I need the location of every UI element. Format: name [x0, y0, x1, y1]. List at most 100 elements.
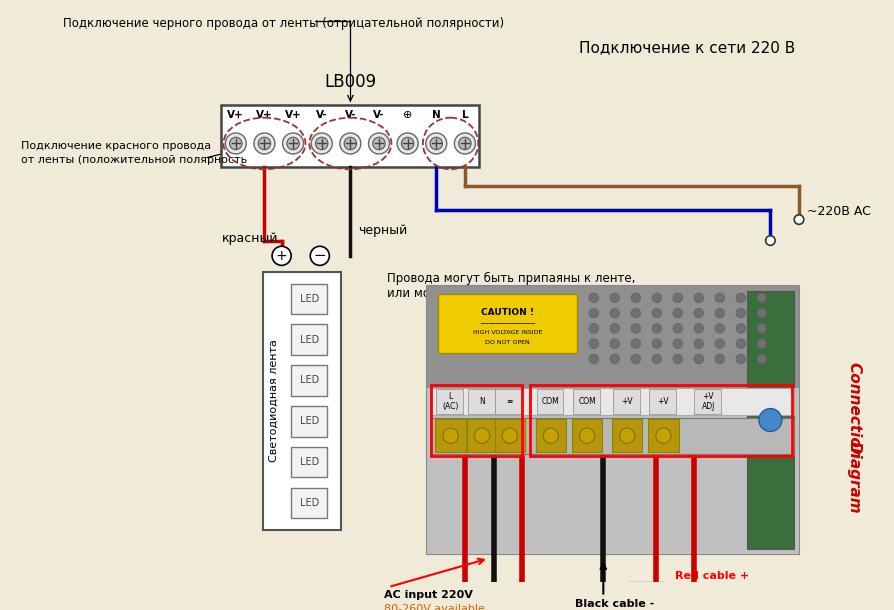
Bar: [263, 272, 341, 530]
Bar: [291, 325, 327, 355]
Circle shape: [715, 293, 724, 303]
Text: V-: V-: [316, 110, 327, 120]
Circle shape: [694, 293, 704, 303]
Text: LED: LED: [299, 294, 319, 304]
Text: COM: COM: [542, 396, 560, 406]
Bar: [291, 284, 327, 314]
Text: LED: LED: [299, 458, 319, 467]
Circle shape: [459, 137, 471, 149]
Text: V+: V+: [227, 110, 244, 120]
Bar: [494, 420, 525, 452]
Circle shape: [652, 339, 662, 348]
Circle shape: [631, 293, 640, 303]
Text: Red cable +: Red cable +: [675, 571, 749, 581]
Text: ~220В AC: ~220В AC: [806, 206, 871, 218]
Circle shape: [652, 354, 662, 364]
Circle shape: [715, 323, 724, 333]
Circle shape: [736, 308, 746, 318]
Circle shape: [589, 308, 599, 318]
Bar: [613, 389, 639, 414]
Bar: [432, 417, 794, 454]
Circle shape: [589, 339, 599, 348]
Circle shape: [694, 339, 704, 348]
Circle shape: [656, 428, 671, 443]
Circle shape: [736, 354, 746, 364]
Bar: [436, 389, 463, 414]
Text: DO NOT OPEN: DO NOT OPEN: [485, 340, 530, 345]
Bar: [648, 420, 679, 452]
Text: N: N: [479, 396, 485, 406]
Bar: [611, 420, 643, 452]
Bar: [426, 286, 799, 388]
Circle shape: [610, 354, 620, 364]
Bar: [746, 291, 794, 549]
Text: ⊕: ⊕: [403, 110, 412, 120]
Text: L: L: [461, 110, 468, 120]
Circle shape: [610, 339, 620, 348]
Text: V+: V+: [284, 110, 301, 120]
Circle shape: [340, 133, 361, 154]
Circle shape: [454, 133, 476, 154]
Circle shape: [736, 293, 746, 303]
Text: +: +: [276, 249, 288, 263]
Bar: [426, 286, 799, 554]
Bar: [694, 389, 721, 414]
Circle shape: [652, 308, 662, 318]
Circle shape: [631, 354, 640, 364]
Text: Подключение черного провода от ленты (отрицательной полярности): Подключение черного провода от ленты (от…: [63, 17, 504, 30]
Text: ≡: ≡: [507, 396, 513, 406]
Circle shape: [225, 133, 247, 154]
Text: COM: COM: [578, 396, 596, 406]
Text: AC input 220V: AC input 220V: [384, 590, 473, 600]
Bar: [572, 420, 603, 452]
Bar: [432, 388, 794, 415]
Bar: [291, 365, 327, 396]
Circle shape: [610, 323, 620, 333]
Bar: [435, 420, 466, 452]
Text: черный: черный: [358, 224, 408, 237]
Circle shape: [311, 133, 333, 154]
Circle shape: [258, 137, 271, 149]
Circle shape: [759, 409, 782, 431]
Circle shape: [757, 293, 766, 303]
Bar: [291, 488, 327, 518]
Circle shape: [373, 137, 385, 149]
Bar: [426, 388, 799, 554]
Text: или может быть использован соединитель DM111: или может быть использован соединитель D…: [386, 286, 702, 300]
Circle shape: [794, 215, 804, 224]
Circle shape: [631, 339, 640, 348]
Circle shape: [610, 293, 620, 303]
Text: CAUTION !: CAUTION !: [481, 308, 534, 317]
Circle shape: [579, 428, 595, 443]
Circle shape: [397, 133, 418, 154]
Text: Подключение к сети 220 В: Подключение к сети 220 В: [579, 40, 796, 55]
Text: LB009: LB009: [325, 73, 376, 91]
Text: Diagram: Diagram: [847, 441, 862, 514]
Circle shape: [430, 137, 443, 149]
Circle shape: [736, 339, 746, 348]
Circle shape: [344, 137, 357, 149]
Circle shape: [694, 323, 704, 333]
Text: +V: +V: [658, 396, 670, 406]
Text: N: N: [432, 110, 441, 120]
Circle shape: [757, 308, 766, 318]
Circle shape: [652, 293, 662, 303]
Circle shape: [673, 293, 682, 303]
Circle shape: [475, 428, 490, 443]
Circle shape: [765, 236, 775, 245]
Bar: [222, 105, 479, 167]
Text: LED: LED: [299, 335, 319, 345]
Circle shape: [736, 323, 746, 333]
Bar: [573, 389, 600, 414]
Bar: [432, 385, 522, 456]
Text: красный: красный: [222, 232, 278, 245]
Text: LED: LED: [299, 417, 319, 426]
Text: Connection: Connection: [847, 362, 862, 459]
Text: V-: V-: [344, 110, 356, 120]
Circle shape: [715, 308, 724, 318]
Circle shape: [287, 137, 299, 149]
Text: V+: V+: [256, 110, 273, 120]
Bar: [536, 389, 563, 414]
Text: от ленты (положительной полярность: от ленты (положительной полярность: [21, 155, 247, 165]
Text: +V
ADJ: +V ADJ: [702, 392, 715, 411]
